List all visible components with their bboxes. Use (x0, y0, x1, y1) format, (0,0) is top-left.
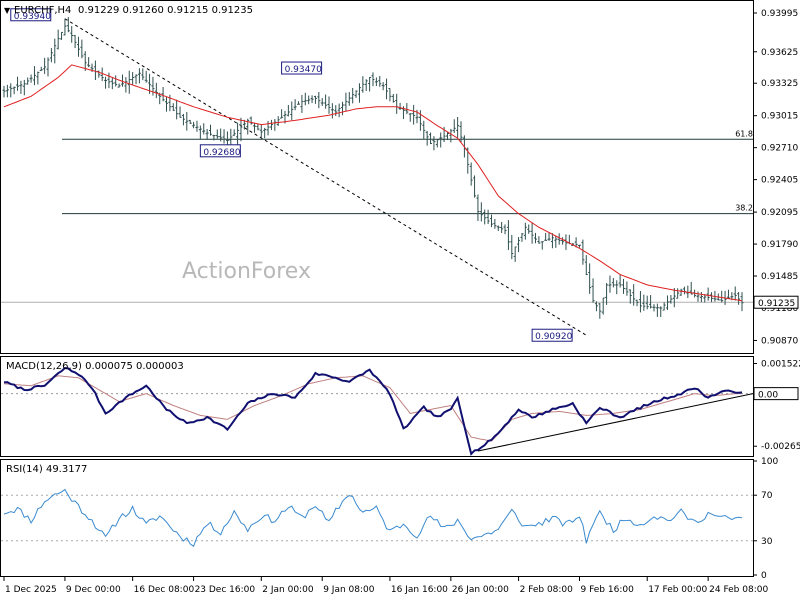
time-axis-label: 16 Jan 16:00 (391, 585, 448, 595)
current-price-box (753, 295, 799, 309)
price-annotations: 0.93940 0.93470 0.92680 0.90920 (10, 8, 573, 342)
symbol-dropdown-icon[interactable]: ▼ (4, 6, 11, 15)
macd-axis-tick-label: -0.002657 (761, 442, 800, 452)
price-annotation-box (281, 61, 323, 75)
time-axis-label: 17 Feb 00:00 (648, 585, 707, 595)
price-annotation-box (531, 328, 573, 342)
price-annotation-label: 0.93940 (14, 12, 51, 22)
fib-level-label: 61.8 (735, 129, 753, 138)
time-axis-label: 24 Feb 08:00 (709, 585, 768, 595)
price-annotation-label: 0.92680 (203, 148, 240, 158)
rsi-header: RSI(14) 49.3177 (6, 464, 87, 475)
time-axis-label: 9 Dec 00:00 (66, 585, 121, 595)
macd-header: MACD(12,26,9) 0.000075 0.000003 (6, 361, 184, 372)
time-axis-label: 1 Dec 2025 (5, 585, 57, 595)
price-annotation-box (199, 144, 241, 158)
price-axis-tick-label: 0.91180 (761, 304, 798, 314)
moving-average-line (3, 64, 743, 302)
price-bars (2, 17, 744, 319)
rsi-indicator: 100 70 30 0 (1, 457, 778, 581)
time-axis-label: 23 Dec 16:00 (195, 585, 256, 595)
time-axis-label: 2 Feb 08:00 (520, 585, 574, 595)
fibonacci-levels: 61.8 38.2 (62, 129, 753, 215)
macd-current-box (753, 387, 799, 401)
price-axis-tick-label: 0.91790 (761, 240, 798, 250)
price-axis-tick-label: 0.93325 (761, 79, 798, 89)
time-axis: 1 Dec 2025 9 Dec 00:00 16 Dec 08:00 23 Dec … (3, 577, 768, 595)
price-axis-tick-label: 0.91485 (761, 272, 798, 282)
symbol-timeframe-label: EURCHF,H4 (14, 5, 71, 16)
macd-signal-line (3, 375, 742, 442)
rsi-line (3, 488, 743, 548)
main-panel-frame (0, 0, 754, 354)
price-axis-tick-label: 0.93995 (761, 9, 798, 19)
rsi-axis-tick-label: 100 (761, 457, 778, 467)
time-axis-label: 16 Dec 08:00 (134, 585, 195, 595)
price-annotation-box (10, 8, 52, 22)
price-axis-tick-label: 0.93625 (761, 48, 798, 58)
rsi-axis-tick-label: 0 (761, 571, 767, 581)
rsi-axis-tick-label: 70 (761, 491, 773, 501)
rsi-panel-frame (0, 459, 754, 577)
macd-current-label: 0.00 (758, 391, 778, 401)
price-axis-tick-label: 0.93015 (761, 112, 798, 122)
ohlc-readout: 0.91229 0.91260 0.91215 0.91235 (78, 5, 253, 16)
macd-panel-frame (0, 356, 754, 457)
time-axis-label: 9 Jan 08:00 (323, 585, 375, 595)
watermark-text: ActionForex (182, 259, 311, 284)
macd-main-line (3, 366, 743, 456)
price-annotation-label: 0.90920 (535, 332, 572, 342)
price-axis-tick-label: 0.90870 (761, 336, 798, 346)
time-axis-label: 2 Jan 00:00 (262, 585, 314, 595)
price-axis-tick-label: 0.92710 (761, 144, 798, 154)
price-axis-tick-label: 0.92095 (761, 208, 798, 218)
price-axis: 0.93995 0.93625 0.93325 0.93015 0.92710 0.924… (753, 9, 799, 346)
macd-indicator: 0.0015220.00-0.0026570.00 (1, 360, 800, 456)
time-axis-label: 26 Jan 00:00 (452, 585, 509, 595)
current-price-label: 0.91235 (758, 299, 795, 309)
moving-average-series (3, 64, 743, 302)
fib-level-label: 38.2 (735, 204, 753, 213)
time-axis-label: 9 Feb 16:00 (581, 585, 635, 595)
price-annotation-label: 0.93470 (285, 65, 322, 75)
price-axis-tick-label: 0.92405 (761, 176, 798, 186)
macd-axis-tick-label: 0.001522 (761, 360, 800, 370)
macd-trendline (477, 393, 754, 452)
rsi-axis-tick-label: 30 (761, 537, 773, 547)
